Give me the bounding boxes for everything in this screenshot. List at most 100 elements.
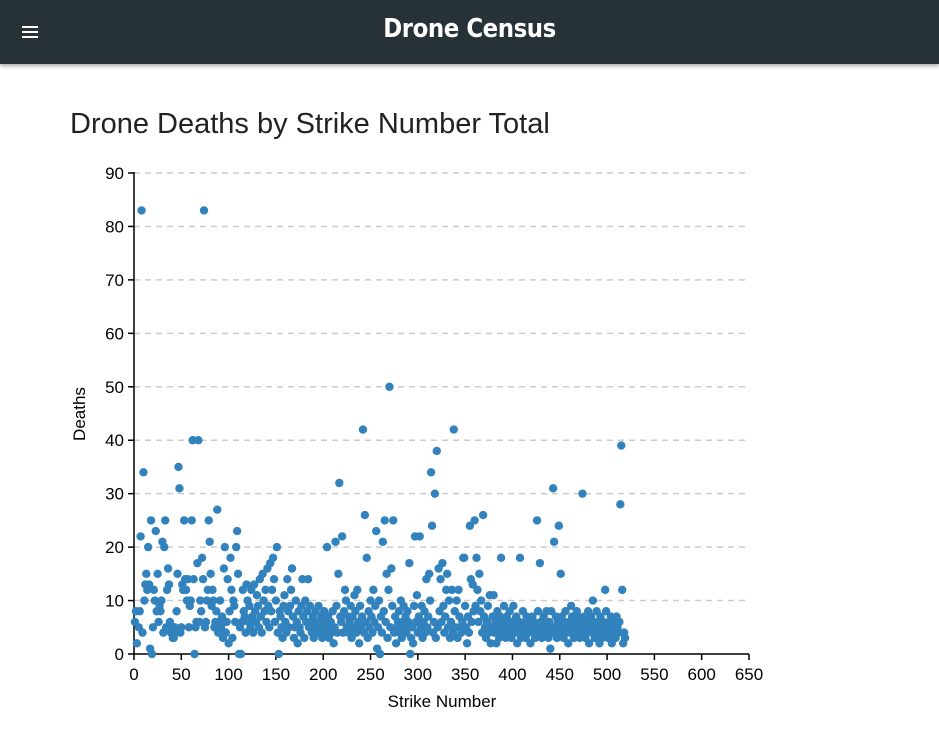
data-point <box>293 639 302 648</box>
data-point <box>578 489 587 498</box>
data-point <box>266 607 276 616</box>
data-point <box>151 526 160 536</box>
data-point <box>215 596 225 605</box>
data-point <box>332 601 341 611</box>
data-point <box>616 500 625 509</box>
data-point <box>190 649 199 659</box>
x-tick-label: 350 <box>451 665 479 684</box>
data-point <box>615 617 624 627</box>
data-point <box>334 569 343 579</box>
data-point <box>331 537 340 546</box>
data-point <box>564 639 573 648</box>
x-tick-label: 150 <box>262 665 290 684</box>
data-point <box>584 639 594 648</box>
data-point <box>212 607 221 616</box>
data-point <box>424 612 433 621</box>
data-point <box>412 591 422 600</box>
data-point <box>403 607 412 616</box>
data-point <box>452 596 461 605</box>
data-point <box>431 633 441 643</box>
data-point <box>409 601 419 611</box>
data-point <box>408 639 418 648</box>
data-point <box>154 617 163 627</box>
data-point <box>220 542 230 552</box>
data-point <box>441 612 450 621</box>
y-tick-label: 50 <box>105 378 124 397</box>
data-point <box>358 425 368 434</box>
data-point <box>148 623 158 632</box>
data-point <box>132 639 142 648</box>
data-point <box>335 478 344 488</box>
data-points <box>130 206 630 659</box>
data-point <box>483 601 493 611</box>
data-point <box>472 553 481 562</box>
data-point <box>232 526 242 536</box>
x-tick-label: 250 <box>356 665 384 684</box>
data-point <box>444 596 454 605</box>
x-tick-label: 500 <box>593 665 621 684</box>
data-point <box>533 607 543 616</box>
data-point <box>438 558 447 568</box>
x-tick-label: 0 <box>129 665 138 684</box>
data-point <box>257 628 266 637</box>
x-tick-label: 200 <box>309 665 337 684</box>
data-point <box>172 607 181 616</box>
data-point <box>201 617 211 627</box>
data-point <box>139 468 148 477</box>
data-point <box>405 558 414 568</box>
data-point <box>206 569 215 579</box>
data-point <box>196 607 206 616</box>
data-point <box>372 526 381 536</box>
data-point <box>556 569 565 579</box>
data-point <box>561 607 570 616</box>
data-point <box>427 521 437 530</box>
app-title: Drone Census <box>383 14 556 44</box>
data-point <box>189 574 198 584</box>
data-point <box>268 553 278 562</box>
data-point <box>375 649 385 659</box>
data-point <box>222 617 231 627</box>
data-point <box>439 601 448 611</box>
data-point <box>532 516 542 525</box>
data-point <box>379 607 388 616</box>
data-point <box>175 484 184 493</box>
data-point <box>353 585 362 595</box>
data-point <box>300 633 309 643</box>
data-point <box>460 601 470 611</box>
data-point <box>360 510 370 520</box>
data-point <box>454 585 463 595</box>
x-tick-label: 450 <box>546 665 574 684</box>
data-point <box>447 585 457 595</box>
data-point <box>179 516 189 525</box>
data-point <box>385 382 394 391</box>
data-point <box>147 649 157 659</box>
data-point <box>303 574 313 584</box>
data-point <box>389 516 398 525</box>
data-point <box>285 601 295 611</box>
data-point <box>548 484 558 493</box>
data-point <box>554 521 564 530</box>
data-point <box>204 516 213 525</box>
data-point <box>274 649 283 659</box>
x-tick-label: 50 <box>172 665 191 684</box>
data-point <box>157 596 166 605</box>
y-tick-label: 70 <box>105 271 124 290</box>
data-point <box>432 446 441 456</box>
data-point <box>545 617 554 627</box>
data-point <box>291 596 300 605</box>
axes: 0 10 20 30 40 50 60 70 80 90 0 50 100 150 200 250 300 350… <box>105 164 763 684</box>
data-point <box>620 633 630 643</box>
data-point <box>249 580 259 589</box>
data-point <box>449 425 458 434</box>
data-point <box>535 558 545 568</box>
data-point <box>149 585 159 595</box>
data-point <box>138 628 147 637</box>
menu-button[interactable] <box>14 16 46 48</box>
y-tick-label: 10 <box>105 592 124 611</box>
data-point <box>252 591 262 600</box>
data-point <box>355 601 365 611</box>
data-point <box>499 601 509 611</box>
data-point <box>380 516 389 525</box>
data-point <box>322 542 332 552</box>
